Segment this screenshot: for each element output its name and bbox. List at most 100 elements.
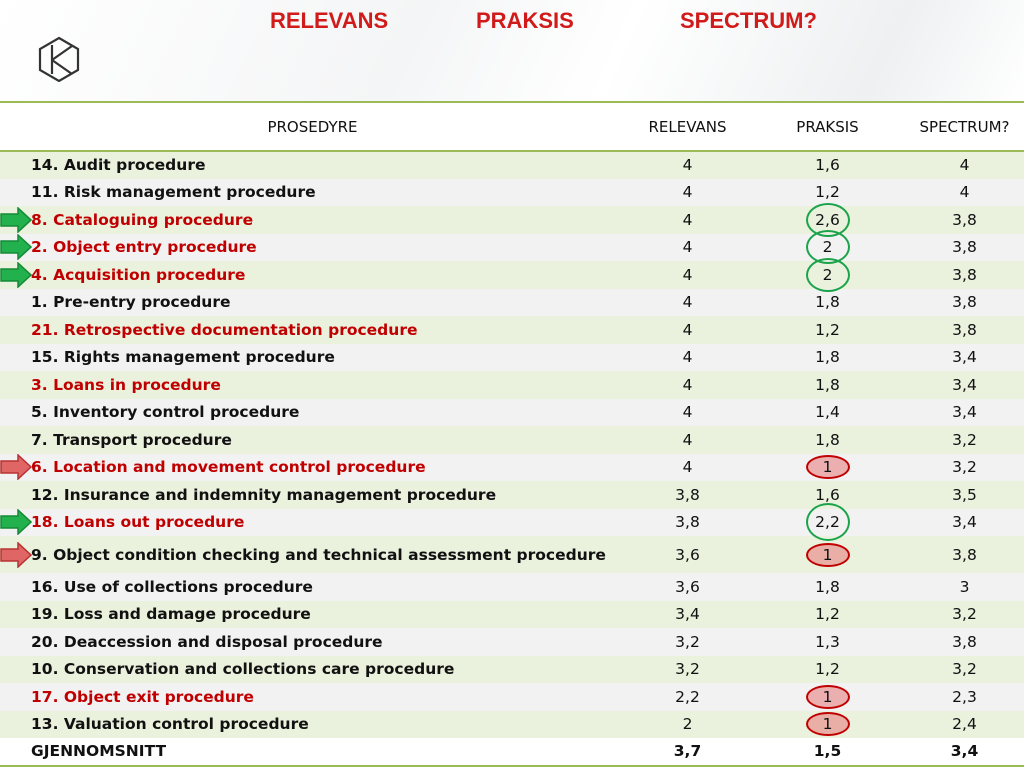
table-row: 17. Object exit procedure 2,2 1 2,3 <box>0 683 1024 711</box>
praksis-value: 1,2 <box>815 320 840 339</box>
title-background <box>0 0 1024 102</box>
relevans-value: 4 <box>682 156 693 175</box>
praksis-value: 1,2 <box>815 660 840 679</box>
spectrum-value: 3,8 <box>952 320 977 339</box>
praksis-value: 1 <box>822 545 833 564</box>
spectrum-value: 3,8 <box>952 238 977 257</box>
praksis-value-wrap: 2 <box>805 230 850 265</box>
table-row: 12. Insurance and indemnity management p… <box>0 481 1024 509</box>
spectrum-value: 3,8 <box>952 293 977 312</box>
procedure-table: PROSEDYRE RELEVANS PRAKSIS SPECTRUM? 14.… <box>0 101 1024 767</box>
praksis-cell: 1,8 <box>750 426 905 454</box>
praksis-value: 1,8 <box>815 577 840 596</box>
praksis-cell: 1,2 <box>750 601 905 629</box>
praksis-value-wrap: 1,8 <box>815 376 840 394</box>
spectrum-value: 3,8 <box>952 265 977 284</box>
procedure-name: 20. Deaccession and disposal procedure <box>31 632 383 651</box>
praksis-value-wrap: 1,8 <box>815 578 840 596</box>
praksis-value: 1,2 <box>815 605 840 624</box>
praksis-value-wrap: 1,2 <box>815 605 840 623</box>
procedure-name: 8. Cataloguing procedure <box>31 210 254 229</box>
procedure-name: 17. Object exit procedure <box>31 687 254 706</box>
kulturit-logo-icon <box>38 36 80 82</box>
relevans-value: 4 <box>682 210 693 229</box>
procedure-name: 6. Location and movement control procedu… <box>31 458 426 477</box>
relevans-value: 3,6 <box>675 545 700 564</box>
praksis-value-wrap: 1,3 <box>815 633 840 651</box>
praksis-value: 1,4 <box>815 403 840 422</box>
procedure-name: 19. Loss and damage procedure <box>31 605 311 624</box>
relevans-value: 3,8 <box>675 485 700 504</box>
spectrum-value: 3,4 <box>952 403 977 422</box>
praksis-cell: 1,2 <box>750 656 905 684</box>
praksis-value: 1,3 <box>815 632 840 651</box>
relevans-value: 2,2 <box>675 687 700 706</box>
table-row: 14. Audit procedure 4 1,6 4 <box>0 151 1024 179</box>
table-row: 11. Risk management procedure 4 1,2 4 <box>0 178 1024 207</box>
procedure-name: 5. Inventory control procedure <box>31 403 300 422</box>
red-right-arrow-icon <box>0 454 32 481</box>
praksis-value: 1,2 <box>815 183 840 202</box>
spectrum-value: 3,2 <box>952 605 977 624</box>
average-praksis: 1,5 <box>813 742 842 761</box>
praksis-value: 1,6 <box>815 156 840 175</box>
table-row: 20. Deaccession and disposal procedure 3,… <box>0 628 1024 656</box>
procedure-name: 2. Object entry procedure <box>31 238 257 257</box>
praksis-value-wrap: 1,8 <box>815 348 840 366</box>
praksis-cell: 2 <box>750 257 905 292</box>
relevans-value: 3,2 <box>675 660 700 679</box>
table-row: 9. Object condition checking and technic… <box>0 536 1024 573</box>
relevans-value: 2 <box>682 715 693 734</box>
praksis-value: 1,8 <box>815 348 840 367</box>
relevans-value: 4 <box>682 293 693 312</box>
praksis-value-wrap: 2,2 <box>805 503 850 542</box>
average-relevans: 3,7 <box>673 742 702 761</box>
praksis-value: 1,8 <box>815 293 840 312</box>
spectrum-value: 3,4 <box>952 375 977 394</box>
table-row: 2. Object entry procedure 4 2 3,8 <box>0 230 1024 265</box>
praksis-value-wrap: 1,4 <box>815 403 840 421</box>
table-row: 16. Use of collections procedure 3,6 1,8 3 <box>0 573 1024 601</box>
praksis-value: 1 <box>822 687 833 706</box>
praksis-cell: 1 <box>750 711 905 739</box>
spectrum-value: 3,2 <box>952 660 977 679</box>
praksis-cell: 1 <box>750 536 905 573</box>
column-header-spectrum: SPECTRUM? <box>905 101 1024 152</box>
average-spectrum: 3,4 <box>950 742 979 761</box>
table-row: 10. Conservation and collections care pr… <box>0 655 1024 684</box>
procedure-name: 18. Loans out procedure <box>31 513 245 532</box>
table-row: 13. Valuation control procedure 2 1 2,4 <box>0 710 1024 739</box>
procedure-name: 1. Pre-entry procedure <box>31 293 231 312</box>
red-circle-mark <box>805 712 850 737</box>
green-right-arrow-icon <box>0 234 32 261</box>
relevans-value: 4 <box>682 375 693 394</box>
praksis-value-wrap: 1,2 <box>815 321 840 339</box>
praksis-value: 2,6 <box>815 210 840 229</box>
praksis-value: 2 <box>822 238 833 257</box>
praksis-value: 2,2 <box>815 513 840 532</box>
spectrum-value: 2,4 <box>952 715 977 734</box>
praksis-value-wrap: 1,6 <box>815 486 840 504</box>
spectrum-value: 4 <box>959 183 970 202</box>
spectrum-value: 4 <box>959 156 970 175</box>
spectrum-value: 3,4 <box>952 348 977 367</box>
praksis-cell: 1,8 <box>750 371 905 399</box>
green-right-arrow-icon <box>0 206 32 233</box>
praksis-cell: 1 <box>750 454 905 482</box>
spectrum-value: 2,3 <box>952 687 977 706</box>
table-row: 21. Retrospective documentation procedur… <box>0 316 1024 344</box>
column-header-praksis: PRAKSIS <box>750 101 905 152</box>
relevans-value: 4 <box>682 348 693 367</box>
relevans-value: 3,4 <box>675 605 700 624</box>
praksis-value-wrap: 2,6 <box>805 202 850 237</box>
spectrum-value: 3,4 <box>952 513 977 532</box>
procedure-name: 3. Loans in procedure <box>31 375 221 394</box>
procedure-name: 10. Conservation and collections care pr… <box>31 660 455 679</box>
praksis-cell: 1,2 <box>750 179 905 207</box>
relevans-value: 4 <box>682 265 693 284</box>
table-row: 4. Acquisition procedure 4 2 3,8 <box>0 257 1024 292</box>
table-row: 7. Transport procedure 4 1,8 3,2 <box>0 426 1024 454</box>
praksis-cell: 1,8 <box>750 289 905 317</box>
procedure-name: 16. Use of collections procedure <box>31 577 313 596</box>
praksis-value-wrap: 1,8 <box>815 293 840 311</box>
